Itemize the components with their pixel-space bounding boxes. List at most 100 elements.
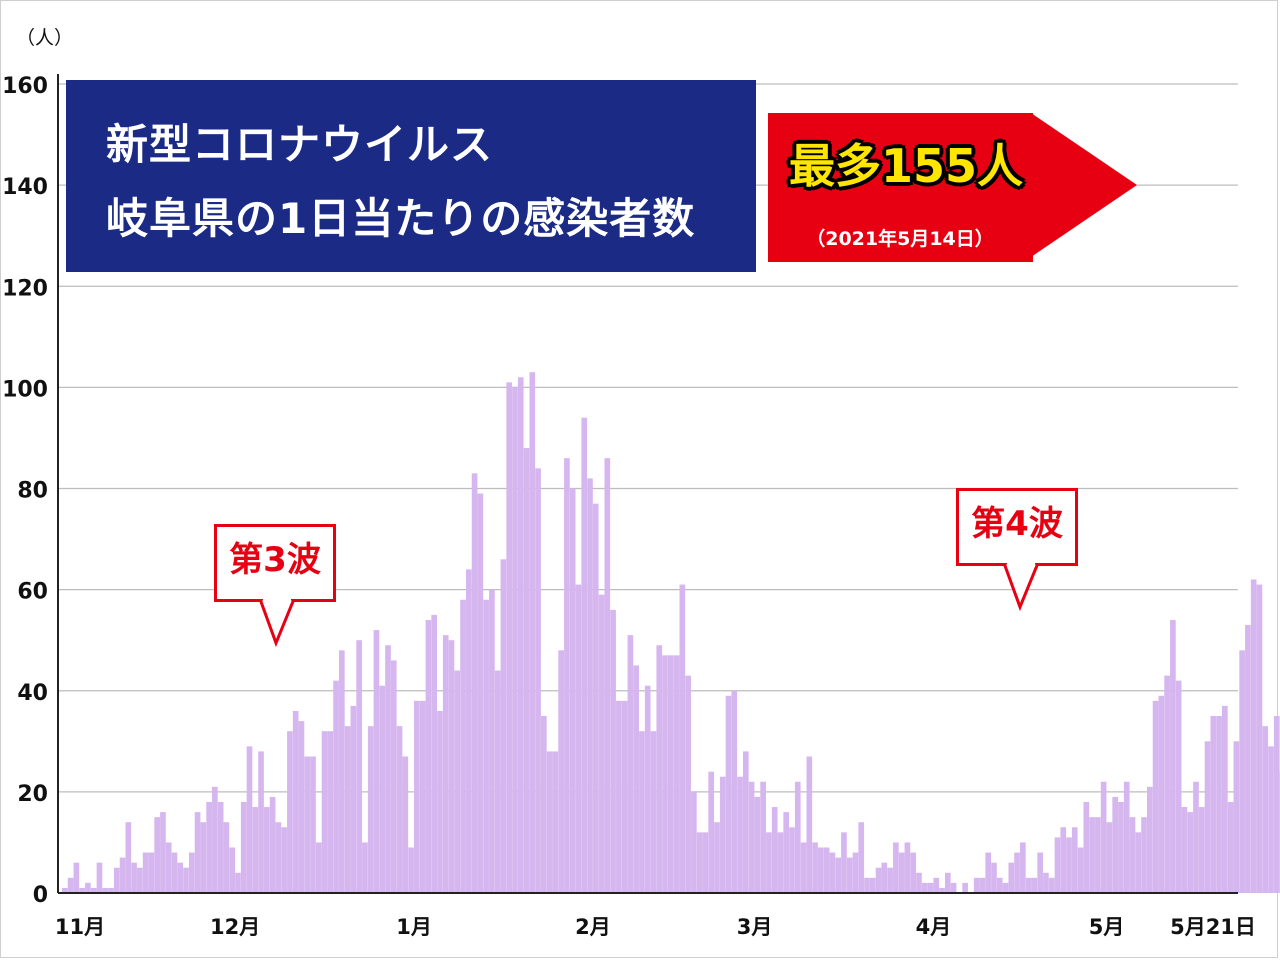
y-tick-label: 80 (17, 479, 48, 504)
bar (950, 882, 957, 893)
bar (1250, 579, 1257, 893)
bar (67, 877, 74, 893)
bar (875, 867, 882, 893)
axes (57, 74, 1238, 894)
bar (829, 852, 836, 893)
bar (396, 726, 403, 893)
bar (263, 807, 270, 893)
bar (119, 857, 126, 893)
bar (592, 503, 599, 893)
bar (662, 655, 668, 893)
bar (598, 594, 605, 893)
bar (350, 705, 357, 893)
bar (766, 832, 772, 893)
bar (1164, 675, 1170, 893)
bar (402, 756, 409, 893)
bar (806, 756, 813, 893)
bar (188, 852, 195, 893)
wave4-label: 第4波 (971, 504, 1063, 544)
bar (927, 882, 934, 893)
bar (483, 599, 489, 893)
bar (1262, 726, 1269, 893)
bar (154, 817, 160, 893)
bar (708, 771, 715, 893)
bar (1095, 817, 1101, 893)
bar (991, 862, 997, 893)
bar-series (62, 372, 1280, 893)
y-tick-label: 60 (17, 580, 48, 605)
bar (887, 867, 893, 893)
bar (754, 796, 761, 893)
bar (1135, 832, 1142, 893)
bar (904, 842, 911, 893)
bar (667, 655, 674, 893)
bar (939, 887, 945, 893)
title-panel: 新型コロナウイルス 岐阜県の1日当たりの感染者数 (66, 80, 756, 272)
wave4-pointer (1002, 563, 1040, 611)
bar (137, 867, 143, 893)
bar (142, 852, 149, 893)
bar (616, 700, 622, 893)
bar (292, 710, 299, 893)
bar (327, 731, 334, 893)
bar (696, 832, 703, 893)
bar (131, 862, 137, 893)
bar (846, 857, 853, 893)
bar (973, 877, 980, 893)
peak-callout-label: 最多155人 (788, 139, 1024, 193)
bar (500, 559, 507, 893)
bar (898, 852, 905, 893)
bar (1008, 862, 1015, 893)
bar (362, 842, 368, 893)
bar (835, 857, 841, 893)
bar (1152, 700, 1159, 893)
bar (737, 776, 743, 893)
peak-callout-date: （2021年5月14日） (806, 228, 994, 250)
bar (1112, 796, 1119, 893)
bar (1060, 827, 1067, 893)
bar (627, 635, 634, 893)
bar (812, 842, 818, 893)
bar (298, 721, 305, 893)
bar (916, 872, 922, 893)
bar (1256, 584, 1263, 893)
y-tick-label: 0 (33, 883, 48, 908)
bar (246, 746, 253, 893)
bar (742, 751, 749, 893)
bar (1020, 842, 1026, 893)
wave3-callout: 第3波 (214, 524, 336, 602)
bar (517, 377, 524, 893)
bar (760, 781, 766, 893)
x-tick-label: 4月 (916, 915, 952, 939)
bar (748, 781, 755, 893)
bar (921, 882, 928, 893)
bar (864, 877, 870, 893)
bar (287, 731, 293, 893)
bar (1043, 872, 1049, 893)
bar (1175, 680, 1182, 893)
bar (356, 640, 362, 893)
bar (1273, 716, 1280, 893)
bar (275, 822, 282, 893)
y-tick-label: 160 (2, 74, 48, 99)
bar (344, 726, 351, 893)
bar (113, 867, 120, 893)
bar (460, 599, 466, 893)
bar (1170, 619, 1176, 893)
bar (183, 867, 189, 893)
bar (546, 751, 553, 893)
bar (1031, 877, 1038, 893)
bar (373, 630, 380, 893)
bar (910, 852, 917, 893)
bar (165, 842, 172, 893)
bar (310, 756, 316, 893)
bar (1077, 847, 1084, 893)
bar (269, 796, 276, 893)
bar (783, 812, 790, 893)
bar (725, 695, 732, 893)
bar (304, 756, 311, 893)
bar (1014, 852, 1020, 893)
bar (523, 448, 530, 893)
bar (639, 731, 645, 893)
